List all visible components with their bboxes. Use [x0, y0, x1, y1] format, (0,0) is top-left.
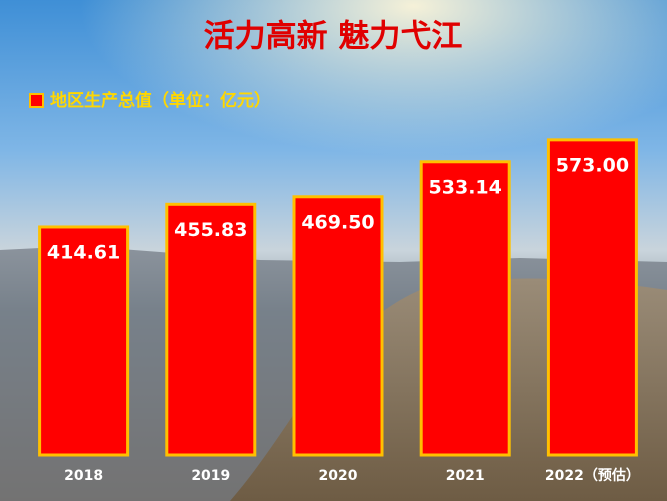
- value-label: 533.14: [429, 176, 502, 198]
- x-tick-label: 2018: [64, 468, 103, 484]
- x-tick-label: 2020: [319, 468, 358, 484]
- bar: [38, 225, 130, 457]
- bar: [419, 160, 511, 457]
- x-tick-label: 2021: [446, 468, 485, 484]
- value-label: 573.00: [556, 154, 629, 176]
- legend-swatch: [29, 93, 44, 108]
- bar: [292, 195, 384, 457]
- chart-title: 活力高新 魅力弋江: [204, 19, 463, 55]
- value-label: 455.83: [174, 219, 247, 241]
- value-label: 469.50: [301, 211, 374, 233]
- legend: 地区生产总值（单位：亿元）: [29, 90, 271, 111]
- value-label: 414.61: [47, 241, 120, 263]
- legend-label: 地区生产总值（单位：亿元）: [50, 90, 271, 111]
- x-tick-label: 2019: [191, 468, 230, 484]
- bar: [165, 202, 257, 457]
- bar: [546, 138, 638, 457]
- x-tick-label: 2022（预估）: [545, 467, 640, 484]
